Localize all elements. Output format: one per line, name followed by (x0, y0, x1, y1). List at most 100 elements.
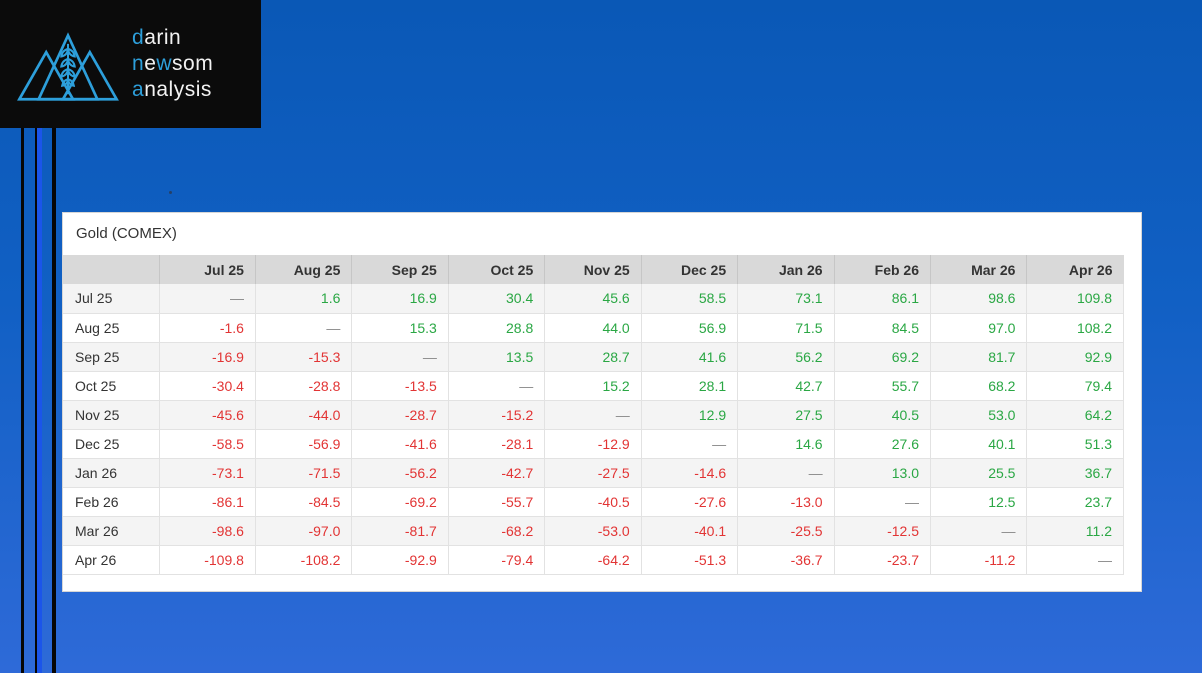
spread-value-cell: 30.4 (447, 284, 546, 314)
table-row: Oct 25 -30.4 -28.8 -13.5—15.2 28.1 42.7 55.7 68… (63, 371, 1124, 401)
spread-value-cell: 92.9 (1026, 342, 1124, 372)
column-header: Oct 25 (447, 255, 545, 284)
row-label: Feb 26 (63, 487, 160, 517)
spread-value-cell: 98.6 (929, 284, 1028, 314)
spread-value-cell: 12.5 (929, 487, 1028, 517)
column-header: Jul 25 (158, 255, 256, 284)
spread-value-cell: 73.1 (737, 284, 835, 314)
spread-value-cell: 27.5 (737, 400, 835, 430)
spread-value-cell: 15.2 (544, 371, 642, 401)
spread-value-cell: -12.5 (833, 516, 932, 546)
spread-value-cell: -42.7 (447, 458, 546, 488)
spread-value-cell: -97.0 (254, 516, 353, 546)
table-row: Jan 26 -73.1 -71.5 -56.2 -42.7 -27.5 -14.6—13.… (63, 458, 1124, 488)
spread-value-cell: -28.1 (447, 429, 546, 459)
spread-value-cell: 28.1 (640, 371, 739, 401)
spread-value-cell: -98.6 (158, 516, 256, 546)
table-row: Sep 25 -16.9 -15.3—13.5 28.7 41.6 56.2 69.2 81.… (63, 342, 1124, 372)
spread-value-cell: -30.4 (158, 371, 256, 401)
logo-word-darin: darin (132, 26, 182, 49)
spread-value-cell: -23.7 (833, 545, 932, 575)
table-title: Gold (COMEX) (63, 213, 1141, 255)
spread-value-cell: -56.2 (351, 458, 449, 488)
spread-value-cell: 40.1 (929, 429, 1028, 459)
table-row: Feb 26 -86.1 -84.5 -69.2 -55.7 -40.5 -27.6 -13.… (63, 487, 1124, 517)
spread-value-cell: — (351, 342, 449, 372)
spread-value-cell: -16.9 (158, 342, 256, 372)
spread-value-cell: -69.2 (351, 487, 449, 517)
spread-value-cell: -56.9 (254, 429, 353, 459)
spread-value-cell: 13.5 (447, 342, 546, 372)
spread-value-cell: — (929, 516, 1028, 546)
corner-cell (63, 255, 159, 284)
spread-value-cell: -86.1 (158, 487, 256, 517)
table-header-row: Jul 25 Aug 25 Sep 25 Oct 25 Nov 25 Dec 25 Jan … (63, 255, 1124, 284)
spread-value-cell: — (833, 487, 932, 517)
row-label: Aug 25 (63, 313, 160, 343)
spread-value-cell: 79.4 (1026, 371, 1124, 401)
column-header: Sep 25 (351, 255, 449, 284)
spread-value-cell: 51.3 (1026, 429, 1124, 459)
row-label: Jan 26 (63, 458, 160, 488)
spread-value-cell: 1.6 (254, 284, 353, 314)
spread-value-cell: — (158, 284, 256, 314)
spread-value-cell: -41.6 (351, 429, 449, 459)
spread-value-cell: 25.5 (929, 458, 1028, 488)
spread-value-cell: -92.9 (351, 545, 449, 575)
table-row: Mar 26 -98.6 -97.0 -81.7 -68.2 -53.0 -40.1 -25.… (63, 516, 1124, 546)
spread-value-cell: -81.7 (351, 516, 449, 546)
spread-value-cell: — (737, 458, 835, 488)
spread-value-cell: 71.5 (737, 313, 835, 343)
spread-value-cell: 109.8 (1026, 284, 1124, 314)
spread-value-cell: 15.3 (351, 313, 449, 343)
spread-value-cell: -36.7 (737, 545, 835, 575)
row-label: Apr 26 (63, 545, 160, 575)
spread-value-cell: 81.7 (929, 342, 1028, 372)
spread-value-cell: -44.0 (254, 400, 353, 430)
spread-value-cell: 42.7 (737, 371, 835, 401)
spread-value-cell: -1.6 (158, 313, 256, 343)
spread-value-cell: -12.9 (544, 429, 642, 459)
spread-value-cell: -28.7 (351, 400, 449, 430)
column-header: Dec 25 (640, 255, 738, 284)
column-header: Mar 26 (929, 255, 1027, 284)
spread-value-cell: -71.5 (254, 458, 353, 488)
row-label: Sep 25 (63, 342, 160, 372)
left-stripe-blue (37, 128, 42, 673)
spread-value-cell: -45.6 (158, 400, 256, 430)
spread-value-cell: -15.2 (447, 400, 546, 430)
left-stripe-black-3 (52, 128, 56, 673)
spread-value-cell: — (544, 400, 642, 430)
table-row: Apr 26 -109.8 -108.2 -92.9 -79.4 -64.2 -51.3 -3… (63, 545, 1124, 575)
spread-value-cell: -40.5 (544, 487, 642, 517)
spread-value-cell: -51.3 (640, 545, 739, 575)
spread-value-cell: 56.2 (737, 342, 835, 372)
logo-word-newsom: newsom (132, 52, 214, 75)
spread-value-cell: 28.8 (447, 313, 546, 343)
spread-value-cell: -25.5 (737, 516, 835, 546)
spread-value-cell: 56.9 (640, 313, 739, 343)
spread-value-cell: -109.8 (158, 545, 256, 575)
spread-value-cell: -108.2 (254, 545, 353, 575)
spread-value-cell: -13.0 (737, 487, 835, 517)
spread-value-cell: -11.2 (929, 545, 1028, 575)
spread-value-cell: 68.2 (929, 371, 1028, 401)
spread-value-cell: -27.5 (544, 458, 642, 488)
spread-value-cell: -84.5 (254, 487, 353, 517)
spread-value-cell: -14.6 (640, 458, 739, 488)
spread-value-cell: 40.5 (833, 400, 932, 430)
row-label: Oct 25 (63, 371, 160, 401)
spread-value-cell: -68.2 (447, 516, 546, 546)
spread-value-cell: — (254, 313, 353, 343)
spread-value-cell: 13.0 (833, 458, 932, 488)
spread-value-cell: 12.9 (640, 400, 739, 430)
column-header: Nov 25 (544, 255, 642, 284)
logo-word-analysis: analysis (132, 78, 212, 101)
logo-link[interactable]: darin newsom analysis (0, 0, 261, 128)
table-row: Aug 25 -1.6—15.3 28.8 44.0 56.9 71.5 84.5 97.0 1… (63, 313, 1124, 343)
spread-value-cell: -28.8 (254, 371, 353, 401)
spread-value-cell: 28.7 (544, 342, 642, 372)
spread-value-cell: 44.0 (544, 313, 642, 343)
column-header: Apr 26 (1026, 255, 1124, 284)
row-label: Jul 25 (63, 284, 160, 314)
